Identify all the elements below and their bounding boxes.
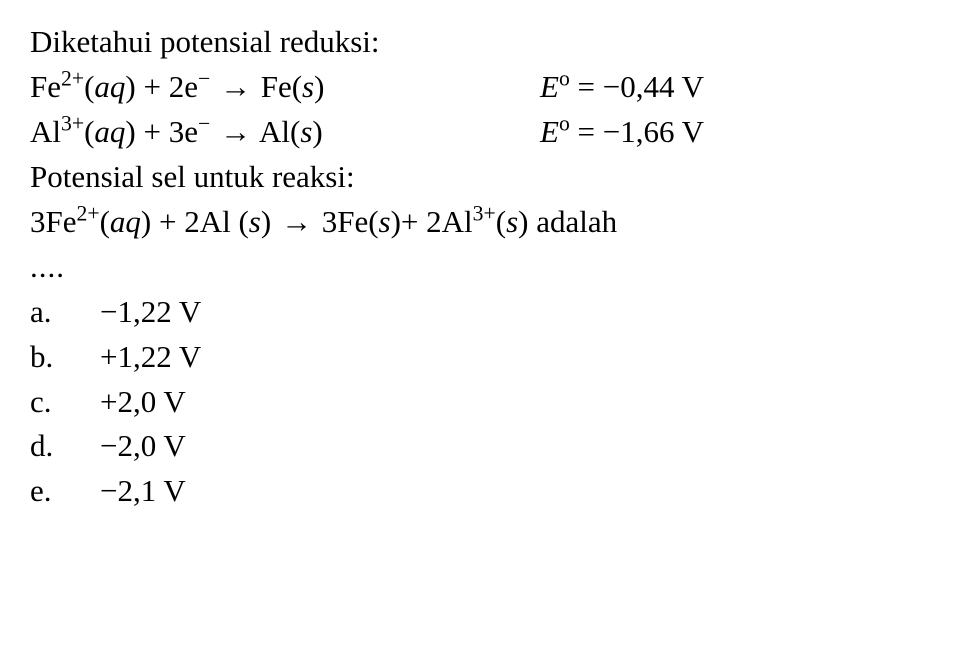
reaction-row: Fe2+(aq) + 2e− → Fe(s) Eo = −0,44 V <box>30 65 924 110</box>
e-value: = −1,66 V <box>578 114 705 149</box>
electrons: 3e <box>169 114 198 149</box>
option-text: −2,0 V <box>100 424 186 469</box>
reaction-potential: Eo = −0,44 V <box>540 65 704 110</box>
phase: aq <box>94 114 125 149</box>
subheading: Potensial sel untuk reaksi: <box>30 155 924 200</box>
species-ion: Fe <box>30 69 61 104</box>
phase: s <box>302 69 314 104</box>
ellipsis: .... <box>30 245 924 290</box>
species: Al <box>200 204 231 239</box>
option-row: a. −1,22 V <box>30 290 924 335</box>
species-solid: Fe <box>261 69 292 104</box>
coef: 2 <box>184 204 200 239</box>
option-row: b. +1,22 V <box>30 335 924 380</box>
arrow-icon: → <box>279 200 314 245</box>
option-label: a. <box>30 290 100 335</box>
species-ion: Al <box>30 114 61 149</box>
option-label: c. <box>30 380 100 425</box>
species: Fe <box>337 204 368 239</box>
arrow-icon: → <box>218 65 253 110</box>
phase: aq <box>94 69 125 104</box>
phase: s <box>300 114 312 149</box>
coef: 2 <box>426 204 442 239</box>
arrow-icon: → <box>218 110 253 155</box>
option-text: +2,0 V <box>100 380 186 425</box>
charge: 2+ <box>77 201 100 225</box>
reaction-potential: Eo = −1,66 V <box>540 110 704 155</box>
page: Diketahui potensial reduksi: Fe2+(aq) + … <box>0 0 954 534</box>
option-text: +1,22 V <box>100 335 201 380</box>
phase: s <box>249 204 261 239</box>
option-row: d. −2,0 V <box>30 424 924 469</box>
heading: Diketahui potensial reduksi: <box>30 20 924 65</box>
option-row: e. −2,1 V <box>30 469 924 514</box>
phase: s <box>379 204 391 239</box>
species: Al <box>442 204 473 239</box>
option-label: d. <box>30 424 100 469</box>
suffix: adalah <box>536 204 617 239</box>
option-label: e. <box>30 469 100 514</box>
e-sup: o <box>559 67 570 91</box>
plus: + <box>159 204 176 239</box>
e-label: E <box>540 114 559 149</box>
option-text: −1,22 V <box>100 290 201 335</box>
option-text: −2,1 V <box>100 469 186 514</box>
charge: 3+ <box>473 201 496 225</box>
phase: s <box>506 204 518 239</box>
phase: aq <box>110 204 141 239</box>
electron-sign: − <box>198 67 210 91</box>
coef: 3 <box>30 204 46 239</box>
e-sup: o <box>559 112 570 136</box>
reaction-left: Fe2+(aq) + 2e− → Fe(s) <box>30 65 540 110</box>
cell-reaction: 3Fe2+(aq) + 2Al (s) → 3Fe(s)+ 2Al3+(s) a… <box>30 200 924 245</box>
option-row: c. +2,0 V <box>30 380 924 425</box>
option-label: b. <box>30 335 100 380</box>
species-solid: Al <box>259 114 290 149</box>
ion-charge: 3+ <box>61 112 84 136</box>
reaction-left: Al3+(aq) + 3e− → Al(s) <box>30 110 540 155</box>
electron-sign: − <box>198 112 210 136</box>
reaction-row: Al3+(aq) + 3e− → Al(s) Eo = −1,66 V <box>30 110 924 155</box>
electrons: 2e <box>169 69 198 104</box>
e-value: = −0,44 V <box>578 69 705 104</box>
species: Fe <box>46 204 77 239</box>
ion-charge: 2+ <box>61 67 84 91</box>
e-label: E <box>540 69 559 104</box>
coef: 3 <box>322 204 338 239</box>
